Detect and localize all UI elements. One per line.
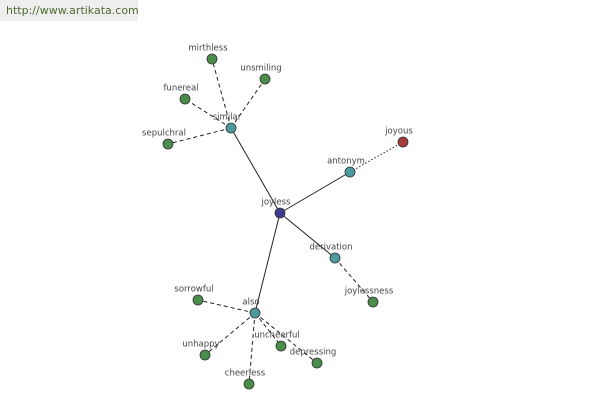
nodes: joyless similar antonym derivation also joyou… <box>142 44 413 390</box>
node <box>367 296 379 308</box>
node-label: derivation <box>309 243 352 253</box>
edge <box>248 312 256 385</box>
node-label: unsmiling <box>240 64 281 74</box>
edge <box>334 257 374 303</box>
edge <box>279 212 336 259</box>
node-label: sorrowful <box>174 285 213 295</box>
node <box>243 378 255 390</box>
header-box <box>0 0 138 21</box>
node <box>274 207 286 219</box>
node <box>259 73 271 85</box>
edge <box>197 299 256 314</box>
node <box>192 294 204 306</box>
node <box>275 340 287 352</box>
node-label: uncheerful <box>254 331 300 341</box>
node <box>225 122 237 134</box>
node <box>397 136 409 148</box>
node <box>179 93 191 105</box>
edge <box>204 312 256 356</box>
node-label: similar <box>213 113 242 123</box>
edge <box>167 127 232 145</box>
node <box>162 138 174 150</box>
edge <box>184 98 232 129</box>
node-label: joyless <box>260 198 291 208</box>
edge <box>254 212 281 314</box>
site-url: http://www.artikata.com <box>6 4 139 17</box>
edge <box>230 78 266 129</box>
node <box>249 307 261 319</box>
edges <box>167 58 404 385</box>
node <box>311 357 323 369</box>
node <box>199 349 211 361</box>
edge <box>230 127 281 214</box>
node-label: sepulchral <box>142 129 186 139</box>
node-label: joyous <box>384 127 413 137</box>
node <box>329 252 341 264</box>
node-label: antonym <box>327 157 365 167</box>
node-label: joylessness <box>344 287 394 297</box>
node-label: mirthless <box>188 44 228 54</box>
node-label: funereal <box>163 84 198 94</box>
node-label: cheerless <box>225 369 266 379</box>
edge <box>279 171 351 214</box>
edge <box>211 58 232 129</box>
node-label: also <box>242 298 259 308</box>
node <box>206 53 218 65</box>
edge <box>254 312 282 347</box>
node-label: unhappy <box>182 340 219 350</box>
node <box>344 166 356 178</box>
node-label: depressing <box>290 348 337 358</box>
edge <box>254 312 318 364</box>
